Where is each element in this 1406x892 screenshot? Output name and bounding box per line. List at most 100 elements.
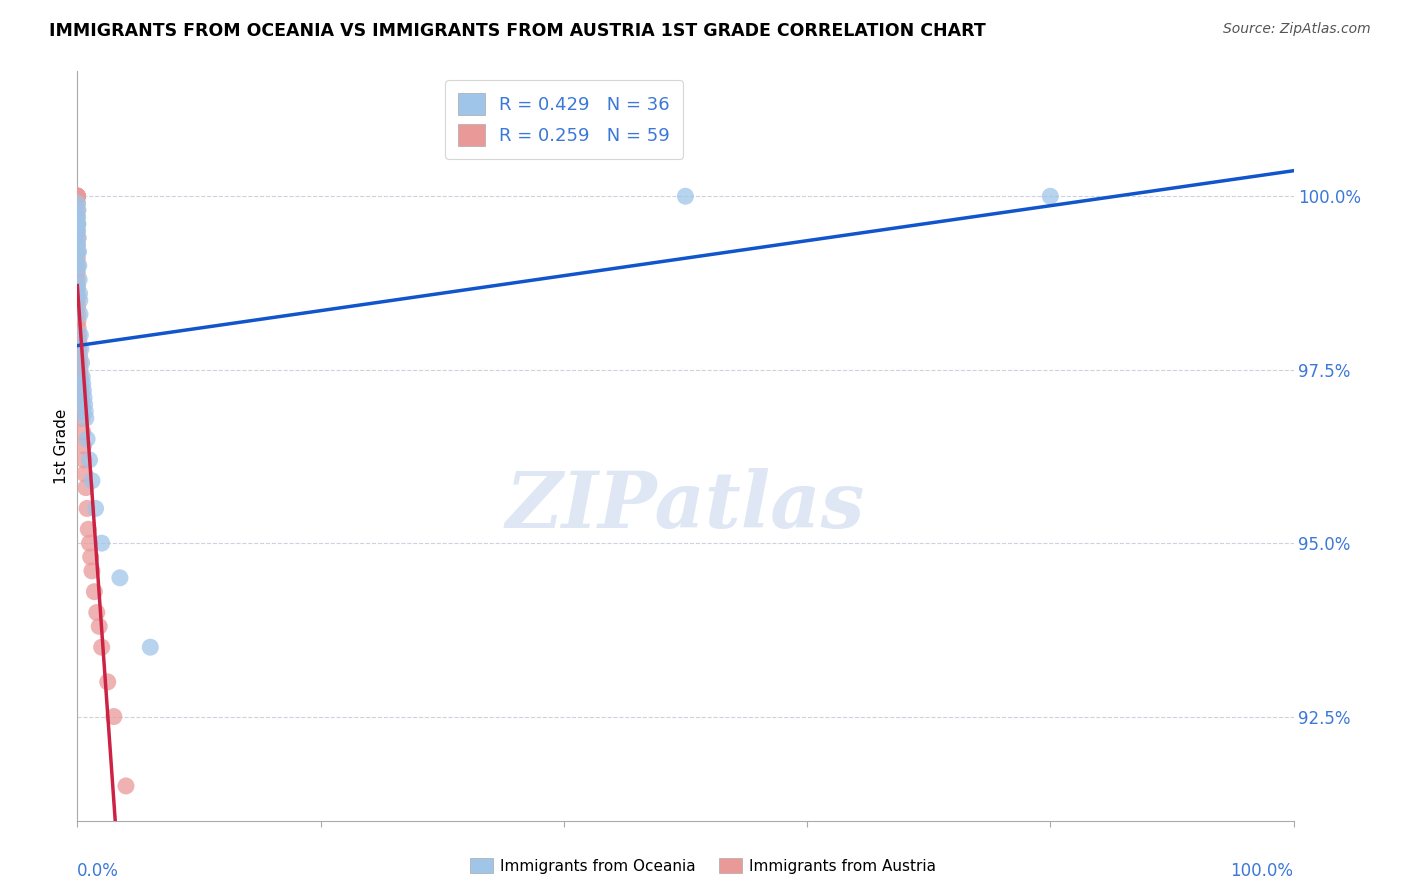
Point <box>66 217 89 231</box>
Point <box>66 300 89 314</box>
Point <box>72 376 94 391</box>
Point <box>66 210 89 224</box>
Point <box>66 189 89 203</box>
Point <box>72 439 94 453</box>
Point <box>70 356 93 370</box>
Point <box>69 369 91 384</box>
Point <box>67 328 90 343</box>
Point <box>66 210 89 224</box>
Text: ZIPatlas: ZIPatlas <box>506 467 865 544</box>
Point <box>66 259 89 273</box>
Point <box>66 272 89 286</box>
Point <box>69 328 91 343</box>
Point <box>66 189 89 203</box>
Point <box>139 640 162 655</box>
Point <box>115 779 138 793</box>
Y-axis label: 1st Grade: 1st Grade <box>53 409 69 483</box>
Point <box>69 293 91 308</box>
Point <box>69 349 91 363</box>
Point <box>83 584 105 599</box>
Point <box>66 224 89 238</box>
Point <box>66 189 89 203</box>
Point <box>90 640 112 655</box>
Point <box>66 189 89 203</box>
Point <box>75 411 97 425</box>
Point <box>66 279 89 293</box>
Point <box>70 384 93 398</box>
Point <box>80 549 103 564</box>
Point <box>70 397 93 411</box>
Point <box>66 203 89 218</box>
Point <box>675 189 697 203</box>
Point <box>66 307 89 321</box>
Text: 100.0%: 100.0% <box>1230 862 1294 880</box>
Point <box>72 384 94 398</box>
Point <box>76 501 98 516</box>
Point <box>66 189 89 203</box>
Point <box>66 189 89 203</box>
Point <box>73 453 96 467</box>
Point <box>90 536 112 550</box>
Point <box>73 397 96 411</box>
Point <box>66 314 89 328</box>
Point <box>66 266 89 280</box>
Point <box>67 334 90 349</box>
Point <box>66 237 89 252</box>
Point <box>80 474 103 488</box>
Point <box>67 321 90 335</box>
Legend: Immigrants from Oceania, Immigrants from Austria: Immigrants from Oceania, Immigrants from… <box>464 852 942 880</box>
Point <box>66 293 89 308</box>
Point <box>79 453 101 467</box>
Point <box>70 411 93 425</box>
Point <box>1039 189 1062 203</box>
Point <box>103 709 125 723</box>
Point <box>66 196 89 211</box>
Point <box>77 522 100 536</box>
Point <box>86 606 108 620</box>
Point <box>73 391 96 405</box>
Point <box>80 564 103 578</box>
Point <box>66 189 89 203</box>
Point <box>69 356 91 370</box>
Text: Source: ZipAtlas.com: Source: ZipAtlas.com <box>1223 22 1371 37</box>
Point <box>97 674 120 689</box>
Point <box>70 342 93 356</box>
Legend: R = 0.429   N = 36, R = 0.259   N = 59: R = 0.429 N = 36, R = 0.259 N = 59 <box>446 80 682 159</box>
Point <box>66 279 89 293</box>
Text: 0.0%: 0.0% <box>77 862 120 880</box>
Point <box>75 404 97 418</box>
Point <box>108 571 131 585</box>
Point <box>67 342 90 356</box>
Point <box>67 259 90 273</box>
Point <box>89 619 111 633</box>
Point <box>66 189 89 203</box>
Point <box>66 224 89 238</box>
Point <box>66 244 89 259</box>
Point <box>76 432 98 446</box>
Point <box>73 467 96 481</box>
Point <box>66 189 89 203</box>
Point <box>66 203 89 218</box>
Point <box>66 244 89 259</box>
Point <box>84 501 107 516</box>
Point <box>70 391 93 405</box>
Point <box>72 425 94 439</box>
Point <box>66 252 89 266</box>
Point <box>75 481 97 495</box>
Point <box>70 369 93 384</box>
Point <box>79 536 101 550</box>
Point <box>66 217 89 231</box>
Point <box>69 362 91 376</box>
Point <box>66 196 89 211</box>
Point <box>66 189 89 203</box>
Point <box>66 286 89 301</box>
Point <box>67 231 90 245</box>
Point <box>66 259 89 273</box>
Point <box>67 272 90 286</box>
Point <box>70 404 93 418</box>
Point <box>69 307 91 321</box>
Point <box>69 376 91 391</box>
Point <box>66 231 89 245</box>
Point <box>67 244 90 259</box>
Point <box>69 286 91 301</box>
